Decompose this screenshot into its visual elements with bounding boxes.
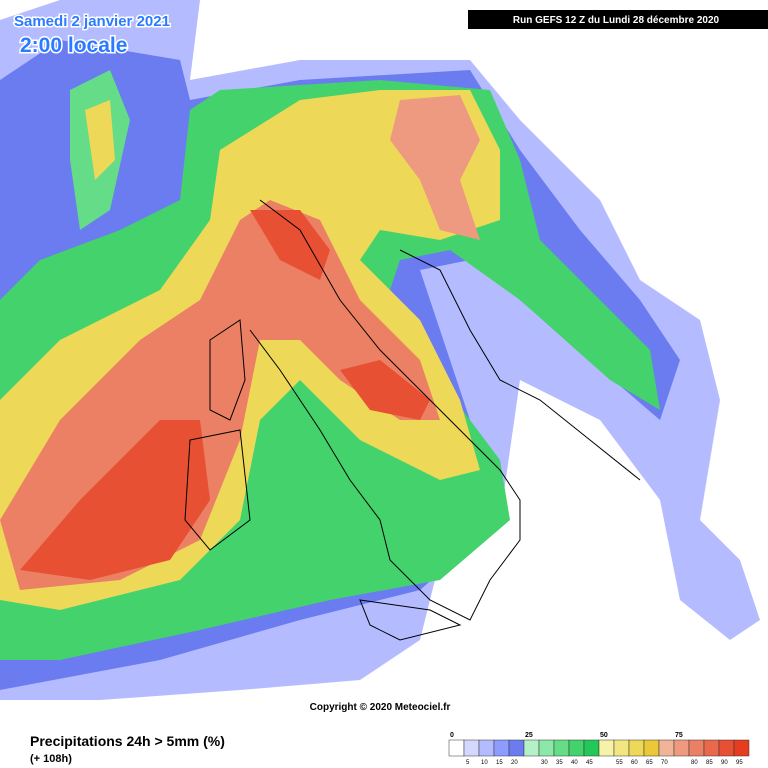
- legend-bottom-label: 55: [616, 760, 623, 766]
- footer-title: Precipitations 24h > 5mm (%): [30, 733, 225, 749]
- legend-swatch: [598, 739, 615, 757]
- legend-bottom-label: 90: [721, 760, 728, 766]
- legend-bottom-label: 70: [661, 760, 668, 766]
- legend-bottom-label: 35: [556, 760, 563, 766]
- legend-bottom-label: 15: [496, 760, 503, 766]
- legend-bottom-label: 20: [511, 760, 518, 766]
- footer-lead: (+ 108h): [30, 753, 72, 765]
- legend-swatch: [538, 739, 555, 757]
- legend-swatch: [643, 739, 660, 757]
- legend-bottom-label: 10: [481, 760, 488, 766]
- time: 2:00 locale: [20, 34, 127, 57]
- legend-bottom-label: 95: [736, 760, 743, 766]
- legend-swatch: [688, 739, 705, 757]
- legend-swatch: [703, 739, 720, 757]
- legend-swatch: [583, 739, 600, 757]
- legend-top-label: 25: [525, 732, 533, 739]
- legend-top-label: 75: [675, 732, 683, 739]
- legend-bottom-label: 80: [691, 760, 698, 766]
- run: Run GEFS 12 Z du Lundi 28 décembre 2020: [513, 15, 720, 26]
- copyright: Copyright © 2020 Meteociel.fr: [310, 702, 451, 713]
- legend-swatch: [673, 739, 690, 757]
- legend-swatch: [508, 739, 525, 757]
- legend-top-label: 50: [600, 732, 608, 739]
- legend-swatch: [478, 739, 495, 757]
- legend-swatch: [463, 739, 480, 757]
- legend-swatch: [553, 739, 570, 757]
- legend-swatch: [568, 739, 585, 757]
- legend-bottom-label: 85: [706, 760, 713, 766]
- legend-swatch: [718, 739, 735, 757]
- legend-swatch: [523, 739, 540, 757]
- date: Samedi 2 janvier 2021: [14, 13, 170, 30]
- legend-swatch: [613, 739, 630, 757]
- legend-swatch: [448, 739, 465, 757]
- legend-bottom-label: 30: [541, 760, 548, 766]
- legend-top-label: 0: [450, 732, 454, 739]
- legend-swatch: [493, 739, 510, 757]
- legend-bottom-label: 5: [466, 760, 470, 766]
- legend-swatch: [733, 739, 750, 757]
- legend-swatch: [628, 739, 645, 757]
- legend-bottom-label: 60: [631, 760, 638, 766]
- legend-swatch: [658, 739, 675, 757]
- legend-bottom-label: 65: [646, 760, 653, 766]
- legend-bottom-label: 40: [571, 760, 578, 766]
- run-box: [468, 10, 768, 29]
- legend-bottom-label: 45: [586, 760, 593, 766]
- legend: 0 25 50 75 5 10 15 20 30 35 40 45 55 60 65 70 80 85 90 95: [448, 732, 750, 766]
